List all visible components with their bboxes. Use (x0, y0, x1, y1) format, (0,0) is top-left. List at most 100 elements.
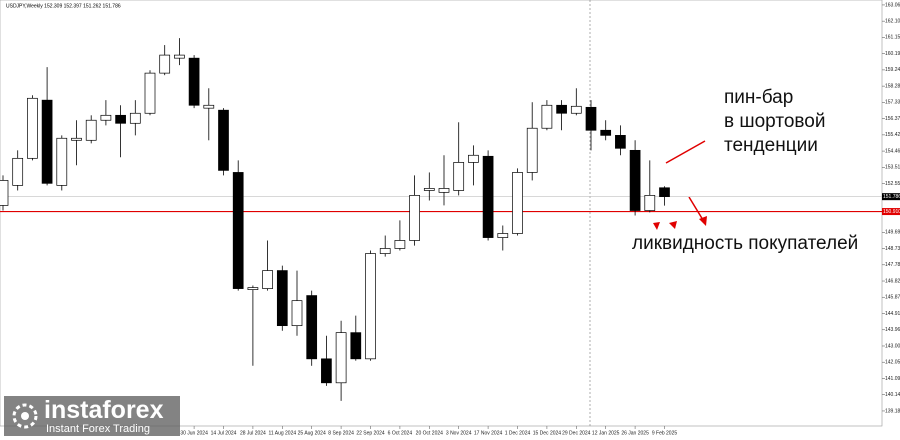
arrow (688, 196, 704, 221)
arrow (669, 221, 677, 229)
candle-body (159, 54, 171, 74)
y-tick-label: 158.285 (885, 83, 900, 89)
plot-frame (0, 0, 883, 427)
candle-body (379, 248, 391, 254)
candle-body (570, 105, 582, 114)
candle-body (350, 332, 362, 360)
candle-body (659, 187, 670, 198)
candle-body (438, 188, 450, 193)
chart-title: USDJPY,Weekly 152.309 152.397 151.262 15… (6, 3, 121, 9)
y-tick-label: 144.915 (885, 311, 900, 317)
candle-body (174, 54, 185, 59)
x-tick-label: 12 Jan 2025 (592, 430, 620, 436)
candle-body (232, 172, 244, 289)
candle-body (629, 149, 641, 211)
y-tick-label: 157.330 (885, 100, 900, 106)
y-tick-label: 162.105 (885, 19, 900, 25)
y-tick-label: 141.095 (885, 376, 900, 382)
candle-body (365, 253, 376, 360)
candle-body (306, 295, 318, 360)
y-tick-label: 147.780 (885, 262, 900, 268)
x-tick-label: 11 Aug 2024 (268, 430, 296, 436)
candle-body (615, 135, 626, 149)
candle-body (394, 240, 406, 249)
candle-body (71, 137, 82, 141)
candle-body (335, 332, 347, 384)
candle-body (12, 157, 24, 186)
candle-body (644, 195, 656, 211)
candle-body (0, 180, 9, 206)
price-label-box (882, 193, 900, 201)
arrow (653, 222, 660, 230)
brand-name: instaforex (44, 396, 164, 424)
x-tick-label: 9 Feb 2025 (652, 430, 678, 436)
candle-body (585, 106, 597, 131)
candle-body (512, 172, 523, 234)
candle-body (321, 358, 332, 384)
x-tick-label: 1 Dec 2024 (505, 430, 531, 436)
y-tick-label: 155.420 (885, 132, 900, 138)
x-tick-label: 20 Oct 2024 (416, 430, 443, 436)
price-label-box (882, 208, 900, 216)
x-tick-label: 17 Nov 2024 (474, 430, 503, 436)
y-tick-label: 153.510 (885, 165, 900, 171)
x-tick-label: 15 Dec 2024 (533, 430, 562, 436)
candle-body (409, 195, 420, 241)
brand-tagline: Instant Forex Trading (46, 423, 150, 435)
x-tick-label: 3 Nov 2024 (446, 430, 472, 436)
y-tick-label: 156.375 (885, 116, 900, 122)
x-tick-label: 22 Sep 2024 (356, 430, 385, 436)
candle-body (497, 233, 509, 238)
x-tick-label: 14 Jul 2024 (211, 430, 237, 436)
candle-body (188, 57, 200, 106)
x-tick-label: 26 Jan 2025 (621, 430, 649, 436)
y-tick-label: 152.555 (885, 181, 900, 187)
x-tick-label: 28 Jul 2024 (240, 430, 266, 436)
x-tick-label: 30 Jun 2024 (180, 430, 208, 436)
y-tick-label: 161.150 (885, 35, 900, 41)
candle-body (262, 270, 273, 289)
price-label: 151.786 (883, 194, 900, 200)
y-tick-label: 160.195 (885, 51, 900, 57)
pointer (665, 140, 706, 164)
price-label: 150.910 (883, 209, 900, 215)
y-tick-label: 143.005 (885, 343, 900, 349)
y-tick-label: 159.240 (885, 67, 900, 73)
candle-body (144, 72, 156, 114)
arrow (699, 216, 707, 226)
x-tick-label: 25 Aug 2024 (298, 430, 326, 436)
candle-body (85, 119, 97, 141)
candle-body (482, 155, 494, 238)
candle-body (218, 109, 229, 171)
note-line: тенденции (724, 135, 818, 156)
candle-body (115, 114, 126, 124)
x-tick-label: 6 Oct 2024 (388, 430, 413, 436)
y-tick-label: 149.690 (885, 230, 900, 236)
candle-body (276, 270, 288, 327)
liquidity-note: ликвидность покупателей (632, 233, 859, 254)
candle-body (203, 104, 215, 109)
x-tick-label: 29 Dec 2024 (562, 430, 591, 436)
candle-body (129, 112, 141, 124)
y-tick-label: 145.870 (885, 295, 900, 301)
candle-body (247, 287, 259, 290)
candle-body (526, 127, 538, 173)
candle-body (27, 97, 38, 159)
y-tick-label: 154.465 (885, 148, 900, 154)
y-tick-label: 148.735 (885, 246, 900, 252)
candle-body (100, 114, 112, 121)
candle-body (423, 188, 435, 191)
y-tick-label: 143.960 (885, 327, 900, 333)
logo-icon (12, 403, 38, 429)
y-tick-label: 142.050 (885, 360, 900, 366)
note-line: пин-бар (724, 87, 794, 108)
candle-body (291, 300, 303, 327)
note-line: в шортовой (724, 111, 826, 132)
candle-body (541, 104, 553, 129)
pin-bar-note: пин-бар в шортовой тенденции (724, 86, 825, 158)
arrows (653, 140, 707, 230)
candle-body (453, 162, 465, 191)
logo: instaforex Instant Forex Trading (4, 396, 180, 436)
